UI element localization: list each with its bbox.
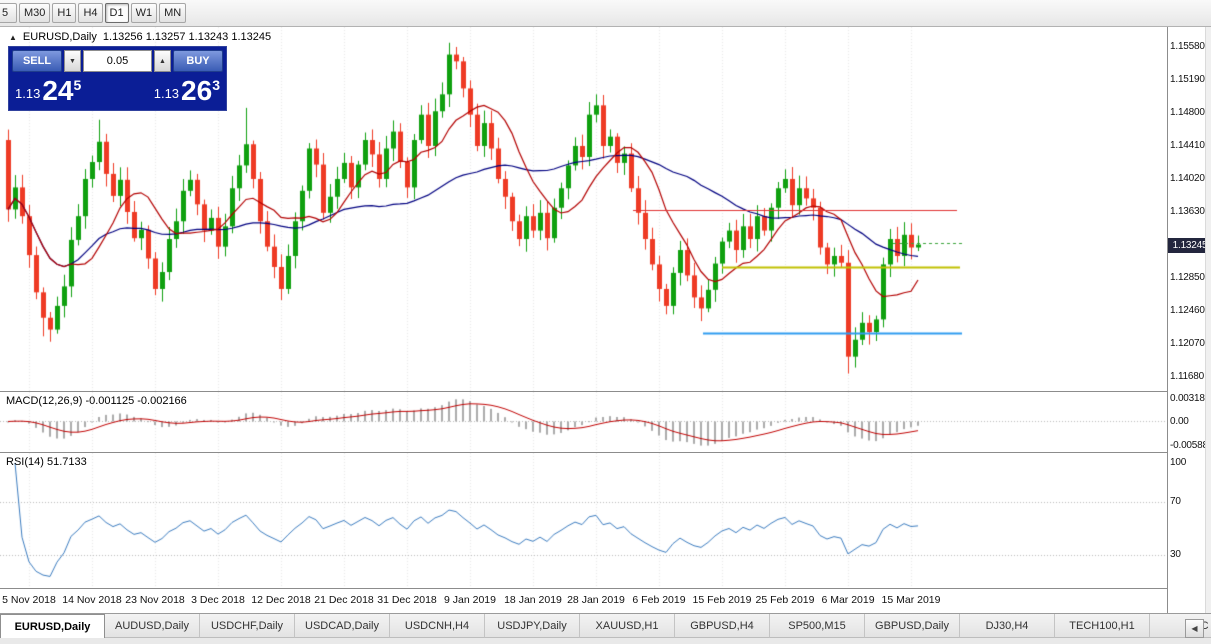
chevron-up-icon: ▲ [159,57,166,65]
window-edge [1205,27,1211,613]
price-axis[interactable]: 1.13245 0.003188 0.00 -0.005889 1.15580 1… [1167,27,1211,613]
chart-tab-usdcad-daily[interactable]: USDCAD,Daily [295,614,390,638]
one-click-trading-panel: SELL ▼ ▲ BUY 1.13 24 5 1.13 26 3 [8,46,227,111]
ask-prefix: 1.13 [153,86,180,101]
time-axis-label: 18 Jan 2019 [504,594,562,606]
time-axis-label: 25 Feb 2019 [755,594,815,606]
macd-axis-label: -0.005889 [1170,440,1211,451]
chart-tab-gbpusd-h4[interactable]: GBPUSD,H4 [675,614,770,638]
chart-tab-xauusd-h1[interactable]: XAUUSD,H1 [580,614,675,638]
time-axis-label: 3 Dec 2018 [191,594,245,606]
timeframe-button-5[interactable]: 5 [0,3,17,23]
chevron-down-icon: ▼ [69,57,76,65]
time-axis-label: 6 Feb 2019 [632,594,686,606]
timeframe-button-w1[interactable]: W1 [130,3,158,23]
time-axis-label: 6 Mar 2019 [821,594,875,606]
symbol-period-label: EURUSD,Daily [22,31,97,43]
bid-pipette: 5 [73,77,82,93]
rsi-axis-label: 70 [1170,496,1181,508]
chart-tab-eurusd-daily[interactable]: EURUSD,Daily [0,614,105,638]
chart-tab-usdchf-daily[interactable]: USDCHF,Daily [200,614,295,638]
time-axis-label: 31 Dec 2018 [377,594,437,606]
timeframe-toolbar: 5 M30 H1 H4 D1 W1 MN [0,0,1211,27]
chart-tab-tech100-h1[interactable]: TECH100,H1 [1055,614,1150,638]
time-axis-label: 5 Nov 2018 [2,594,56,606]
price-axis-label: 1.12460 [1170,304,1205,316]
ask-pipette: 3 [212,77,220,93]
timeframe-button-h1[interactable]: H1 [52,3,77,23]
bid-price-display: 1.13 24 5 [12,74,84,107]
macd-axis-label: 0.00 [1170,416,1189,428]
time-axis-label: 28 Jan 2019 [567,594,625,606]
ohlc-values: 1.13256 1.13257 1.13243 1.13245 [102,31,272,43]
current-price-badge: 1.13245 [1168,237,1211,253]
timeframe-button-d1[interactable]: D1 [104,3,129,23]
timeframe-button-mn[interactable]: MN [159,3,187,23]
tab-scroll-left-button[interactable]: ◀ [1185,619,1204,638]
bid-big-digits: 24 [42,75,74,106]
timeframe-button-m30[interactable]: M30 [19,3,51,23]
panel-separator[interactable] [0,391,1211,392]
panel-separator[interactable] [0,452,1211,453]
ask-price-display: 1.13 26 3 [151,74,223,107]
time-axis-label: 12 Dec 2018 [251,594,311,606]
price-axis-label: 1.13630 [1170,205,1205,217]
time-axis-label: 21 Dec 2018 [314,594,374,606]
chart-tab-bar: EURUSD,Daily AUDUSD,Daily USDCHF,Daily USDC… [0,613,1211,644]
macd-panel-canvas[interactable] [0,392,1166,452]
chart-tab-strip: EURUSD,Daily AUDUSD,Daily USDCHF,Daily USDC… [0,614,1211,638]
price-axis-label: 1.15190 [1170,73,1205,85]
price-axis-label: 1.14410 [1170,139,1205,151]
time-axis[interactable]: 5 Nov 2018 14 Nov 2018 23 Nov 2018 3 Dec 20… [0,589,1166,613]
chart-tab-usdcnh-h4[interactable]: USDCNH,H4 [390,614,485,638]
chart-tab-gbpusd-daily[interactable]: GBPUSD,Daily [865,614,960,638]
chart-tab-dj30-h4[interactable]: DJ30,H4 [960,614,1055,638]
time-axis-label: 15 Feb 2019 [692,594,752,606]
arrow-left-icon: ◀ [1191,624,1198,633]
price-axis-label: 1.12850 [1170,271,1205,283]
price-axis-label: 1.14800 [1170,106,1205,118]
rsi-indicator-label: RSI(14) 51.7133 [6,456,87,468]
collapse-panel-icon[interactable]: ▲ [9,32,17,42]
chart-tab-usdjpy-daily[interactable]: USDJPY,Daily [485,614,580,638]
macd-indicator-label: MACD(12,26,9) -0.001125 -0.002166 [6,395,187,407]
buy-button[interactable]: BUY [173,50,223,72]
chart-tab-sp500-m15[interactable]: SP500,M15 [770,614,865,638]
chart-tab-audusd-daily[interactable]: AUDUSD,Daily [105,614,200,638]
ask-big-digits: 26 [181,75,213,106]
time-axis-label: 9 Jan 2019 [444,594,496,606]
chart-title: ▲ EURUSD,Daily 1.13256 1.13257 1.13243 1… [9,31,271,43]
macd-axis-label: 0.003188 [1170,393,1211,404]
timeframe-button-h4[interactable]: H4 [78,3,103,23]
price-axis-label: 1.15580 [1170,40,1205,52]
sell-button[interactable]: SELL [12,50,62,72]
time-axis-label: 23 Nov 2018 [125,594,185,606]
rsi-panel-canvas[interactable] [0,453,1166,588]
volume-increase-button[interactable]: ▲ [154,50,171,72]
panel-separator[interactable] [0,588,1211,589]
volume-decrease-button[interactable]: ▼ [64,50,81,72]
time-axis-label: 15 Mar 2019 [881,594,941,606]
price-axis-label: 1.12070 [1170,337,1205,349]
price-axis-label: 1.14020 [1170,172,1205,184]
time-axis-label: 14 Nov 2018 [62,594,122,606]
volume-input[interactable] [83,50,152,72]
price-axis-label: 1.11680 [1170,370,1205,382]
rsi-axis-label: 100 [1170,457,1187,468]
rsi-axis-label: 30 [1170,548,1181,560]
bid-prefix: 1.13 [15,86,41,101]
